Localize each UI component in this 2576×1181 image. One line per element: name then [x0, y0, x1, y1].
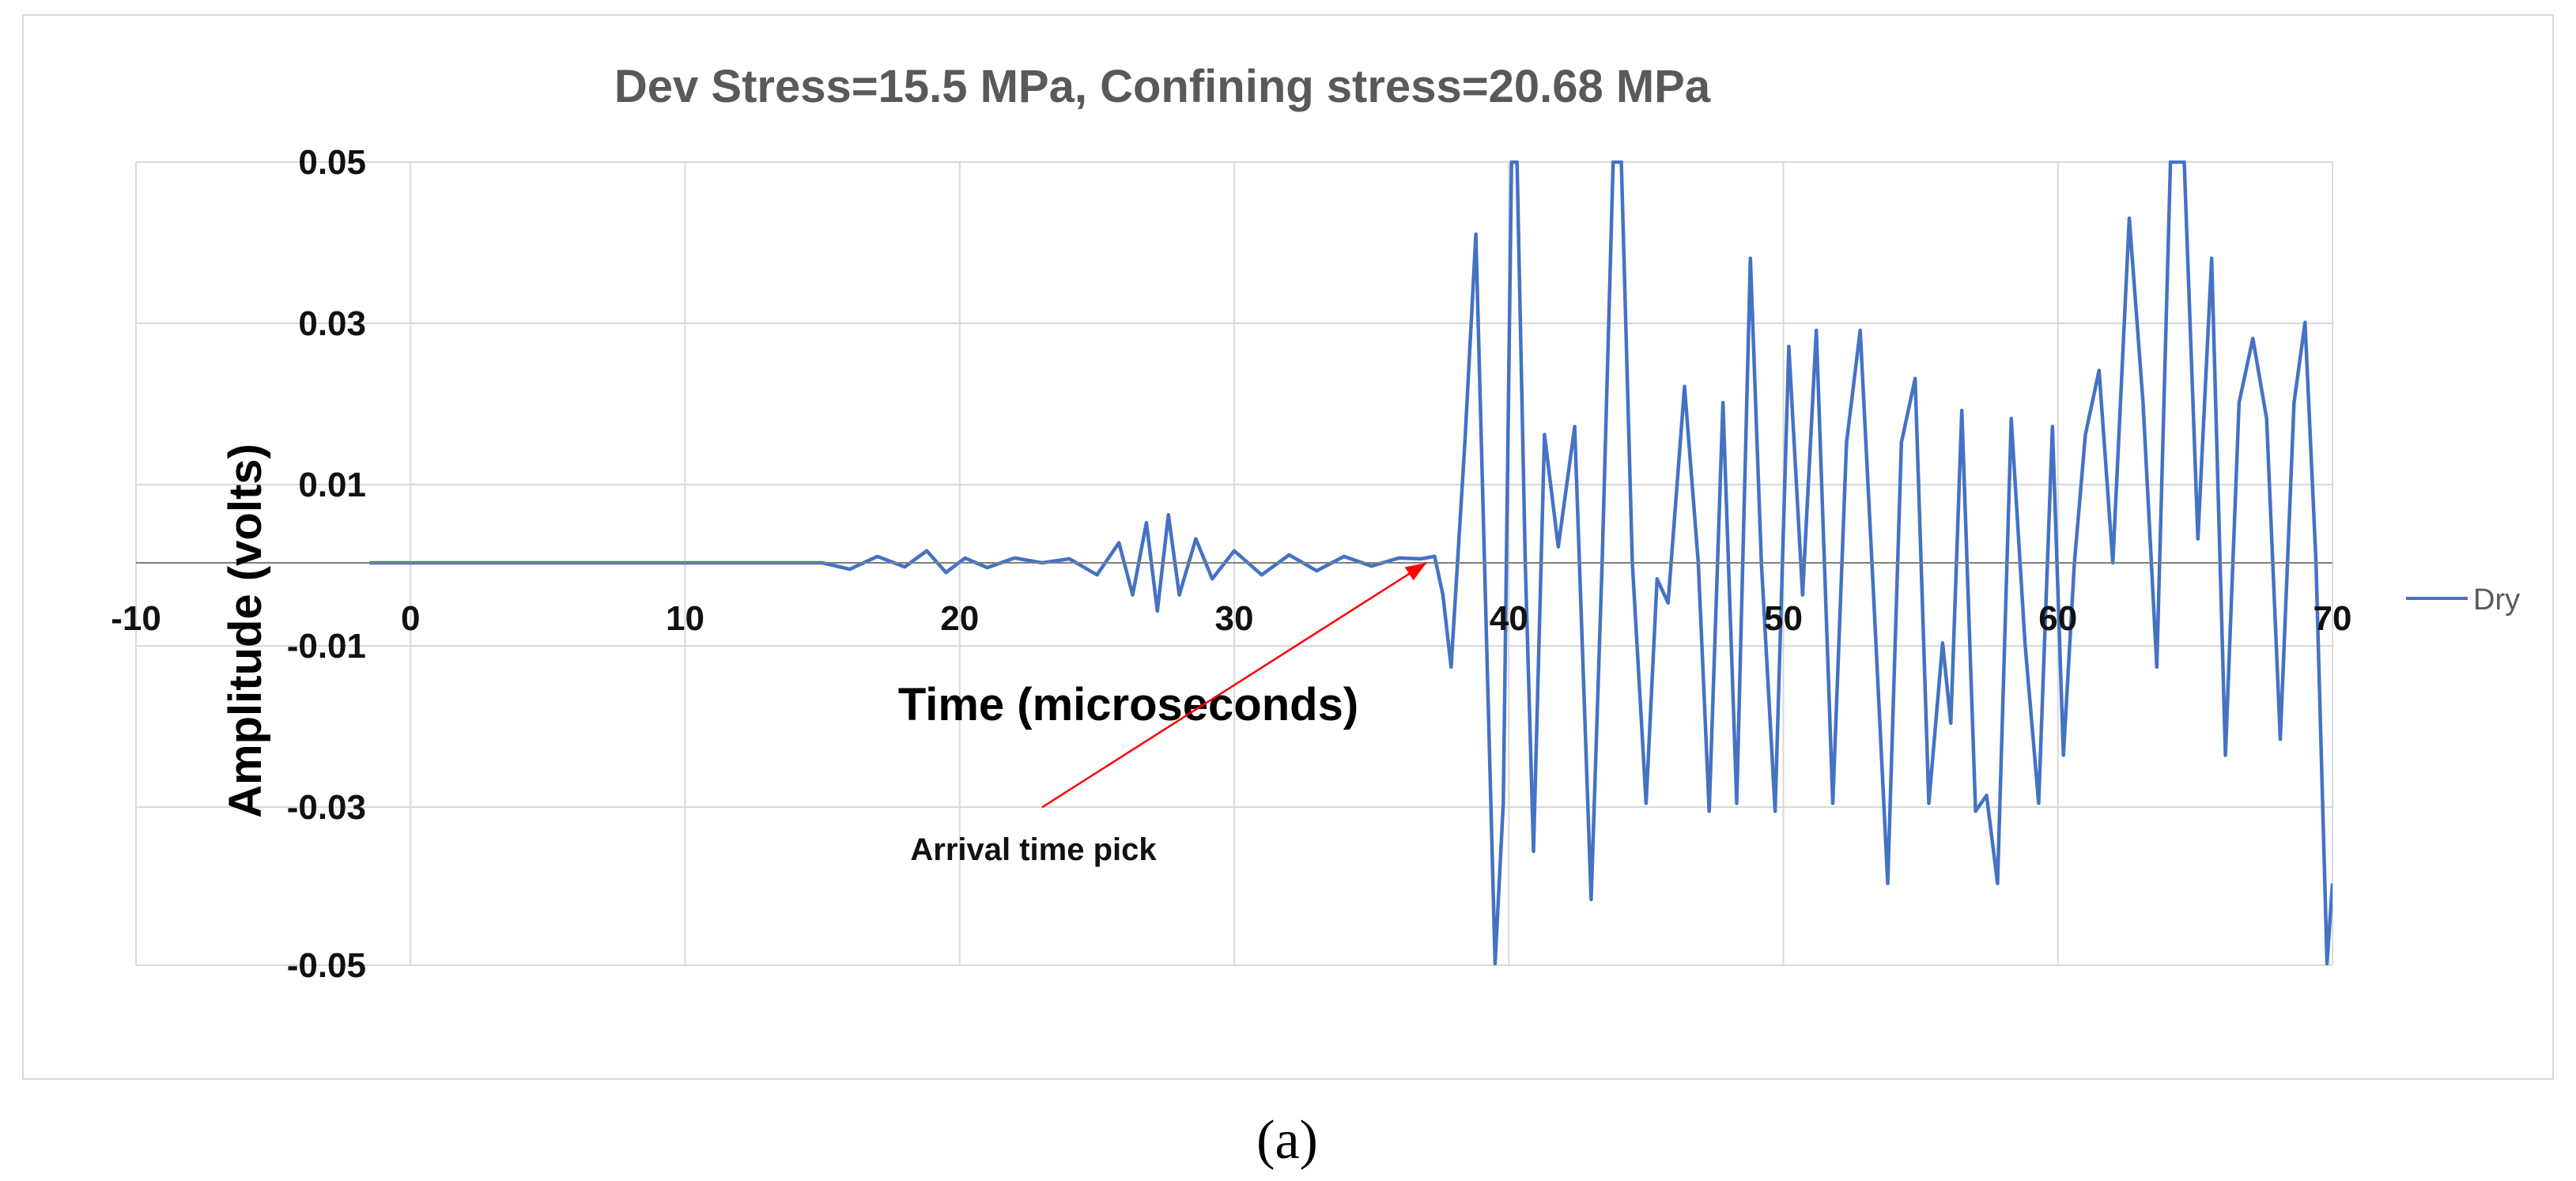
figure-caption: (a): [1256, 1110, 1318, 1171]
x-tick-label: 60: [2038, 599, 2077, 638]
chart-title: Dev Stress=15.5 MPa, Confining stress=20…: [614, 61, 1711, 112]
x-tick-label: 30: [1215, 599, 1254, 638]
chart-frame: [22, 14, 2554, 1080]
x-tick-label: 0: [401, 599, 420, 638]
y-tick-label: 0.03: [298, 304, 366, 343]
axis-layer: 0.05 0.03 0.01 -0.01 -0.03 -0.05 -10 0 10 20 30 40 5…: [111, 143, 2351, 985]
annotation-layer: Arrival time pick: [910, 561, 1427, 867]
x-axis-title: Time (microseconds): [898, 679, 1358, 730]
x-tick-label: 40: [1490, 599, 1528, 638]
x-tick-label: 20: [940, 599, 979, 638]
x-tick-label: -10: [111, 599, 161, 638]
y-tick-label: 0.01: [298, 466, 366, 504]
y-tick-label: 0.05: [298, 143, 366, 182]
annotation-arrival-time-pick: Arrival time pick: [910, 832, 1157, 867]
annotation-arrow-line: [1041, 561, 1427, 809]
x-tick-label: 70: [2313, 599, 2352, 638]
legend-label-dry: Dry: [2473, 583, 2520, 617]
y-axis-title: Amplitude (volts): [220, 443, 271, 818]
x-tick-label: 50: [1764, 599, 1803, 638]
legend: Dry: [2406, 583, 2520, 617]
y-tick-label: -0.03: [287, 788, 366, 827]
x-tick-label: 10: [666, 599, 704, 638]
annotation-arrow-head: [1404, 563, 1427, 581]
y-tick-label: -0.05: [287, 946, 366, 985]
y-tick-label: -0.01: [287, 627, 366, 666]
